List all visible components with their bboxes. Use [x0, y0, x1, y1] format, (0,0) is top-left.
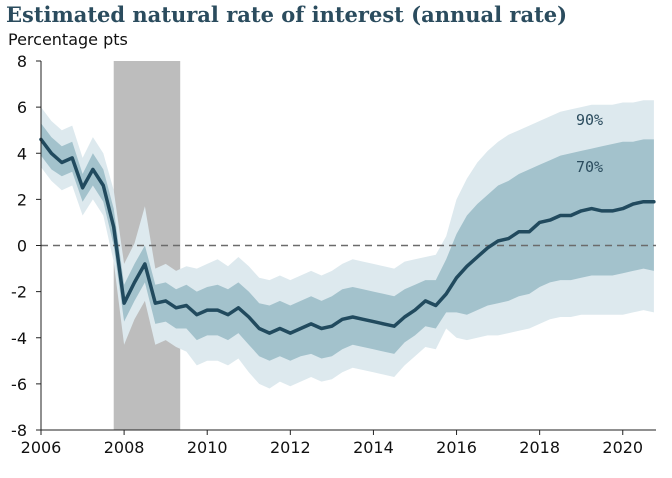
- y-tick-label: -2: [11, 283, 27, 302]
- band-label-70: 70%: [576, 158, 603, 176]
- band-70-percent: [41, 123, 654, 361]
- x-tick-label: 2016: [436, 438, 477, 457]
- x-tick-label: 2006: [21, 438, 62, 457]
- x-tick-label: 2010: [187, 438, 228, 457]
- x-tick-label: 2012: [270, 438, 311, 457]
- y-tick-label: -4: [11, 329, 27, 348]
- y-tick-label: 2: [17, 190, 27, 209]
- y-tick-label: -6: [11, 375, 27, 394]
- x-tick-label: 2014: [353, 438, 394, 457]
- chart-title: Estimated natural rate of interest (annu…: [6, 2, 568, 27]
- x-tick-label: 2018: [519, 438, 560, 457]
- natural-rate-line: [39, 137, 656, 335]
- x-tick-label: 2008: [104, 438, 145, 457]
- x-tick-label: 2020: [602, 438, 643, 457]
- y-axis-unit-label: Percentage pts: [8, 30, 128, 49]
- y-tick-label: -8: [11, 421, 27, 440]
- band-label-90: 90%: [576, 111, 603, 129]
- y-tick-label: 4: [17, 144, 27, 163]
- y-tick-label: 0: [17, 237, 27, 256]
- y-tick-label: 8: [17, 52, 27, 71]
- y-tick-label: 6: [17, 98, 27, 117]
